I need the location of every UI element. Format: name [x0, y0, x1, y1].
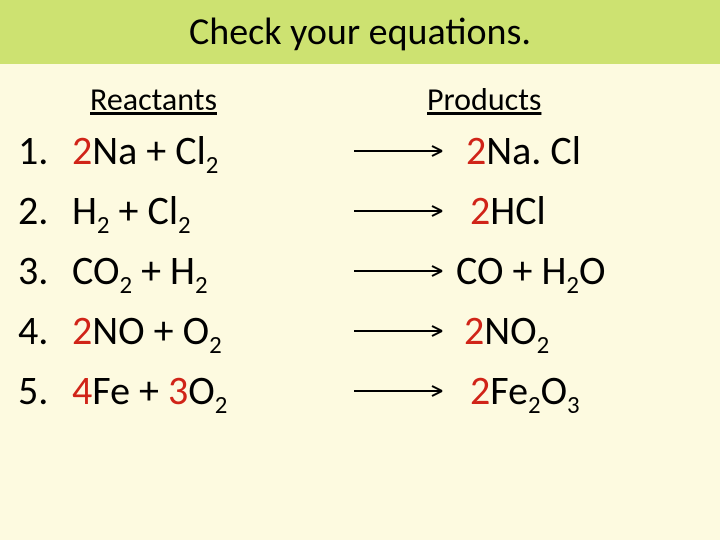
content-area: Reactants Products 1.2Na + Cl2 2Na. Cl 2.H…	[0, 64, 720, 413]
reactants-text: CO2 + H2	[72, 249, 354, 293]
equation-row: 5.4Fe + 3O2 2Fe2O3	[18, 369, 702, 413]
header-reactants: Reactants	[90, 80, 217, 119]
reactants-text: 2NO + O2	[72, 309, 354, 353]
equation-number: 5.	[18, 369, 72, 413]
equation-number: 1.	[18, 129, 72, 173]
reactants-text: 2Na + Cl2	[72, 129, 354, 173]
equation-row: 2.H2 + Cl2 2HCl	[18, 189, 702, 233]
products-text: 2Na. Cl	[456, 129, 702, 173]
arrow-icon	[354, 144, 456, 158]
equation-number: 2.	[18, 189, 72, 233]
title-bar: Check your equations.	[0, 0, 720, 64]
arrow-icon	[354, 384, 456, 398]
arrow-icon	[354, 204, 456, 218]
equation-list: 1.2Na + Cl2 2Na. Cl 2.H2 + Cl2 2HCl 3.CO2 + …	[18, 129, 702, 413]
reactants-text: H2 + Cl2	[72, 189, 354, 233]
equation-row: 4.2NO + O2 2NO2	[18, 309, 702, 353]
equation-row: 1.2Na + Cl2 2Na. Cl	[18, 129, 702, 173]
reactants-text: 4Fe + 3O2	[72, 369, 354, 413]
products-text: 2Fe2O3	[456, 369, 702, 413]
arrow-icon	[354, 324, 456, 338]
column-headers: Reactants Products	[18, 80, 702, 119]
header-products: Products	[427, 80, 541, 119]
arrow-icon	[354, 264, 456, 278]
page-title: Check your equations.	[189, 9, 531, 55]
products-text: 2HCl	[456, 189, 702, 233]
equation-row: 3.CO2 + H2 CO + H2O	[18, 249, 702, 293]
products-text: CO + H2O	[456, 249, 702, 293]
products-text: 2NO2	[456, 309, 702, 353]
equation-number: 3.	[18, 249, 72, 293]
equation-number: 4.	[18, 309, 72, 353]
